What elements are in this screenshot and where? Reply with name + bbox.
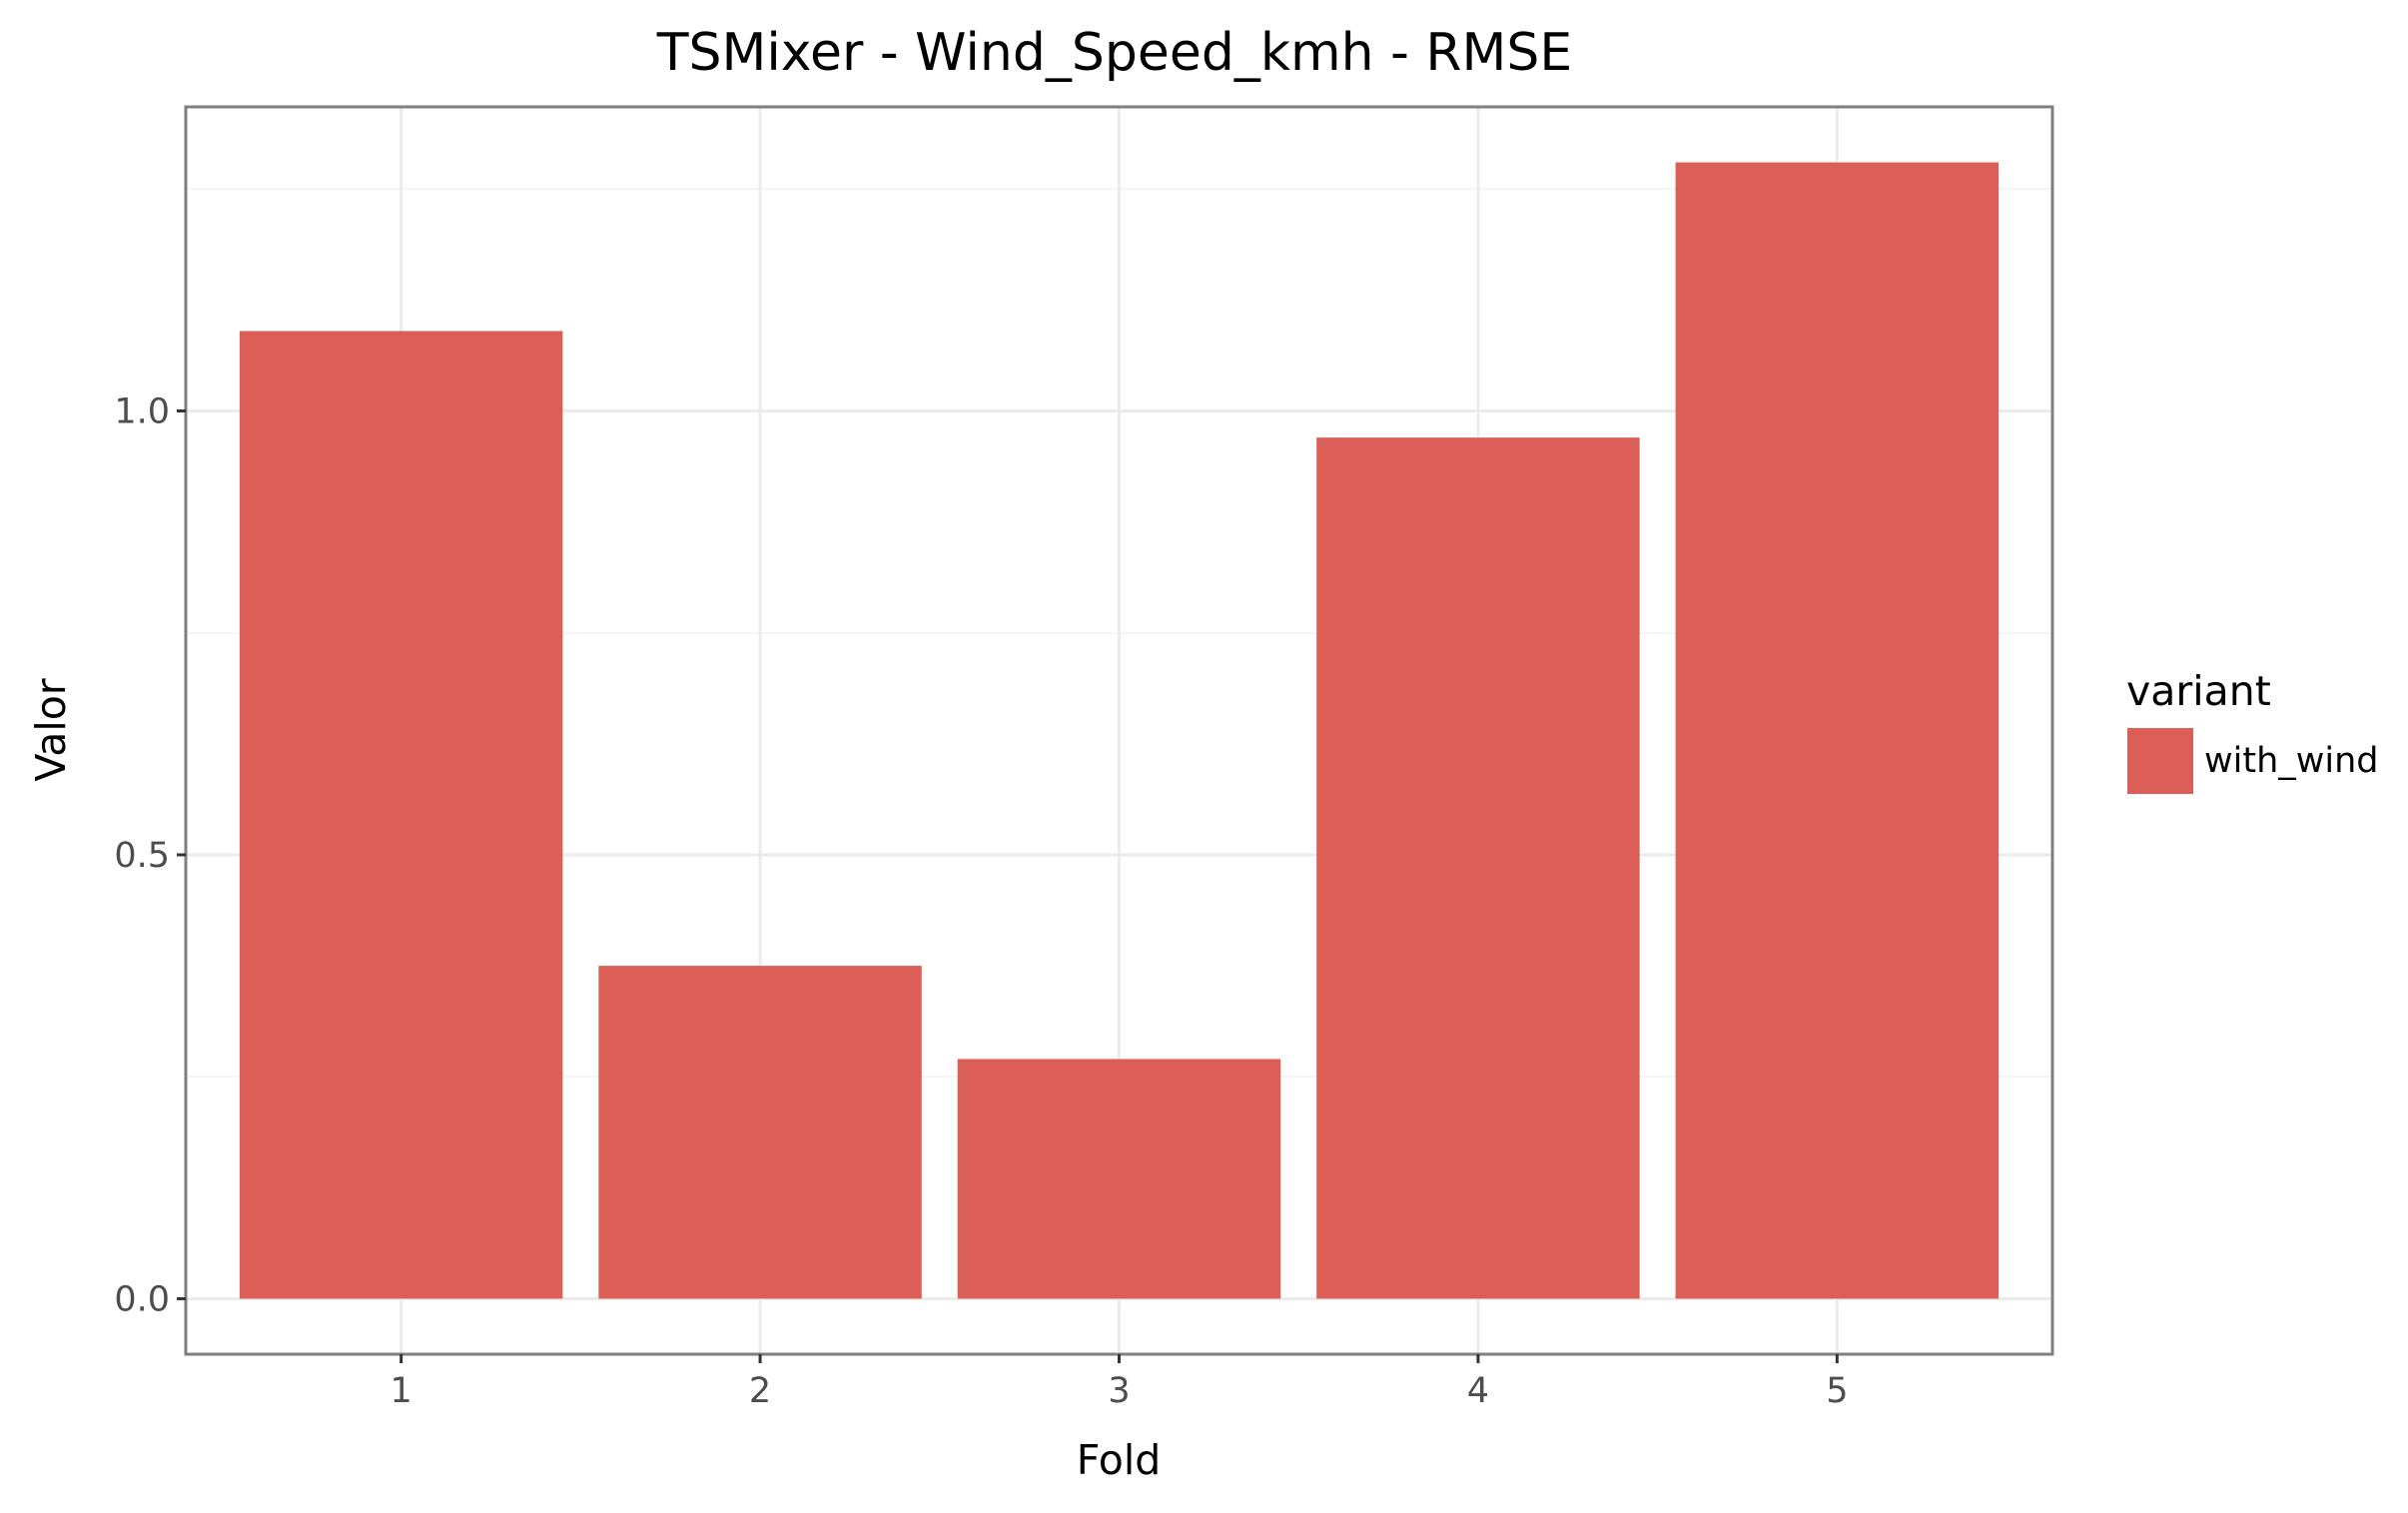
legend-key-with-wind (2127, 728, 2193, 794)
legend: variant with_wind (2126, 667, 2379, 794)
bar-fold-3 (957, 1059, 1281, 1299)
chart-title: TSMixer - Wind_Speed_kmh - RMSE (656, 23, 1573, 83)
x-tick-label: 4 (1467, 1371, 1489, 1411)
x-axis: 1 2 3 4 5 (391, 1354, 1848, 1411)
y-axis: 0.0 0.5 1.0 (114, 391, 186, 1319)
x-tick-label: 2 (749, 1371, 771, 1411)
bars-group (239, 162, 2000, 1299)
bar-fold-4 (1316, 437, 1640, 1299)
y-tick-label: 1.0 (114, 391, 170, 431)
x-tick-label: 1 (391, 1371, 412, 1411)
x-axis-title: Fold (1077, 1436, 1162, 1484)
legend-title: variant (2126, 667, 2271, 715)
y-tick-label: 0.0 (114, 1279, 170, 1319)
x-tick-label: 5 (1826, 1371, 1848, 1411)
y-axis-title: Valor (27, 678, 75, 781)
bar-fold-2 (598, 966, 922, 1299)
bar-fold-1 (239, 331, 563, 1299)
y-tick-label: 0.5 (114, 836, 170, 876)
bar-fold-5 (1675, 162, 2000, 1299)
legend-label-with-wind: with_wind (2204, 741, 2379, 781)
x-tick-label: 3 (1108, 1371, 1130, 1411)
